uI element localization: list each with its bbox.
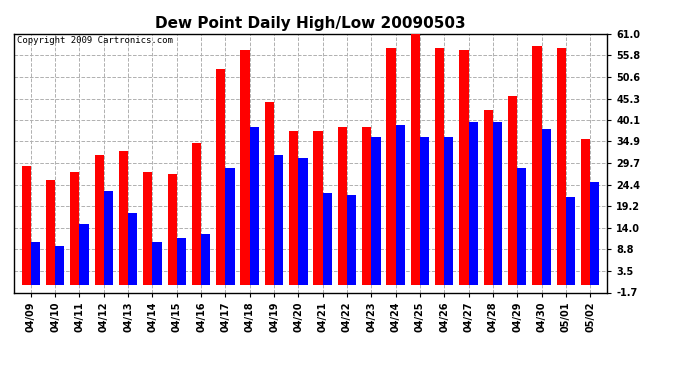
Bar: [226, 168, 235, 285]
Bar: [31, 242, 40, 285]
Bar: [46, 180, 55, 285]
Bar: [70, 172, 79, 285]
Bar: [532, 46, 542, 285]
Bar: [240, 50, 250, 285]
Bar: [542, 129, 551, 285]
Title: Dew Point Daily High/Low 20090503: Dew Point Daily High/Low 20090503: [155, 16, 466, 31]
Bar: [79, 224, 89, 285]
Bar: [493, 123, 502, 285]
Bar: [518, 168, 526, 285]
Bar: [177, 238, 186, 285]
Bar: [460, 50, 469, 285]
Bar: [119, 152, 128, 285]
Bar: [362, 127, 371, 285]
Bar: [337, 127, 347, 285]
Bar: [444, 137, 453, 285]
Bar: [435, 48, 444, 285]
Bar: [508, 96, 518, 285]
Bar: [216, 69, 226, 285]
Bar: [484, 110, 493, 285]
Bar: [152, 242, 161, 285]
Bar: [313, 131, 323, 285]
Bar: [104, 190, 113, 285]
Bar: [201, 234, 210, 285]
Text: Copyright 2009 Cartronics.com: Copyright 2009 Cartronics.com: [17, 36, 172, 45]
Bar: [168, 174, 177, 285]
Bar: [95, 156, 103, 285]
Bar: [347, 195, 356, 285]
Bar: [386, 48, 395, 285]
Bar: [590, 182, 600, 285]
Bar: [557, 48, 566, 285]
Bar: [298, 158, 308, 285]
Bar: [581, 139, 590, 285]
Bar: [144, 172, 152, 285]
Bar: [411, 30, 420, 285]
Bar: [265, 102, 274, 285]
Bar: [323, 193, 332, 285]
Bar: [566, 197, 575, 285]
Bar: [55, 246, 64, 285]
Bar: [192, 143, 201, 285]
Bar: [250, 127, 259, 285]
Bar: [274, 156, 284, 285]
Bar: [289, 131, 298, 285]
Bar: [21, 166, 31, 285]
Bar: [420, 137, 429, 285]
Bar: [371, 137, 381, 285]
Bar: [128, 213, 137, 285]
Bar: [469, 123, 477, 285]
Bar: [395, 124, 405, 285]
